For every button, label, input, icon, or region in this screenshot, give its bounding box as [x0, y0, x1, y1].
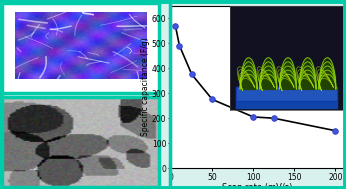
Point [271, 117, 276, 120]
Polygon shape [236, 101, 337, 108]
Point [173, 24, 178, 27]
Y-axis label: Specific capacitance (F/g): Specific capacitance (F/g) [142, 38, 151, 136]
X-axis label: Scan rate (mV/s): Scan rate (mV/s) [222, 184, 293, 189]
Polygon shape [236, 87, 337, 101]
Point [189, 73, 194, 76]
Point [210, 98, 215, 101]
Point [333, 129, 338, 132]
Point [251, 115, 256, 119]
Point [177, 44, 182, 47]
